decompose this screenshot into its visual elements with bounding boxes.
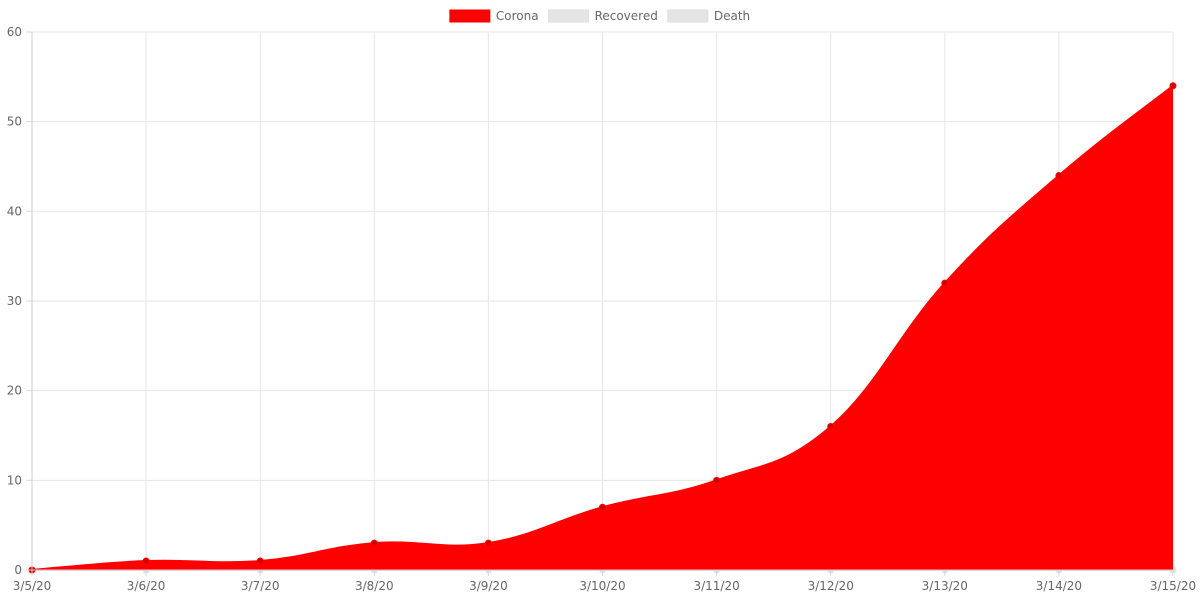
- corona-point: [941, 279, 949, 287]
- corona-point: [370, 539, 378, 547]
- y-tick-label: 40: [7, 204, 22, 218]
- x-tick-label: 3/11/20: [693, 579, 739, 593]
- x-tick-label: 3/14/20: [1036, 579, 1082, 593]
- x-tick-label: 3/6/20: [127, 579, 166, 593]
- x-tick-label: 3/8/20: [355, 579, 394, 593]
- legend-label-corona: Corona: [496, 9, 539, 23]
- legend-swatch-corona: [449, 9, 491, 23]
- y-tick-label: 30: [7, 294, 22, 308]
- x-tick-label: 3/9/20: [469, 579, 508, 593]
- corona-point: [484, 539, 492, 547]
- x-tick-label: 3/12/20: [808, 579, 854, 593]
- corona-point: [713, 476, 721, 484]
- corona-point: [1169, 82, 1177, 90]
- y-tick-label: 10: [7, 473, 22, 487]
- corona-area: [32, 85, 1173, 571]
- y-tick-label: 50: [7, 115, 22, 129]
- x-tick-label: 3/5/20: [13, 579, 52, 593]
- x-tick-label: 3/7/20: [241, 579, 280, 593]
- corona-point: [1055, 171, 1063, 179]
- corona-point: [599, 503, 606, 511]
- y-tick-label: 60: [7, 25, 22, 39]
- corona-point: [256, 557, 264, 565]
- legend: Corona Recovered Death: [449, 9, 750, 23]
- y-tick-label: 20: [7, 384, 22, 398]
- legend-swatch-recovered: [548, 9, 590, 23]
- corona-line: [31, 85, 1174, 571]
- y-tick-label: 0: [14, 563, 22, 577]
- legend-label-recovered: Recovered: [595, 9, 658, 23]
- x-tick-label: 3/15/20: [1150, 579, 1196, 593]
- legend-label-death: Death: [714, 9, 750, 23]
- legend-swatch-death: [667, 9, 709, 23]
- corona-point: [142, 557, 150, 565]
- axes: 0 10 20 30 40 50 60 3/5/20 3/6/20 3/7/20 3/8/20 3/9…: [7, 25, 1196, 593]
- x-tick-label: 3/13/20: [922, 579, 968, 593]
- x-tick-label: 3/10/20: [579, 579, 625, 593]
- corona-point: [827, 423, 835, 431]
